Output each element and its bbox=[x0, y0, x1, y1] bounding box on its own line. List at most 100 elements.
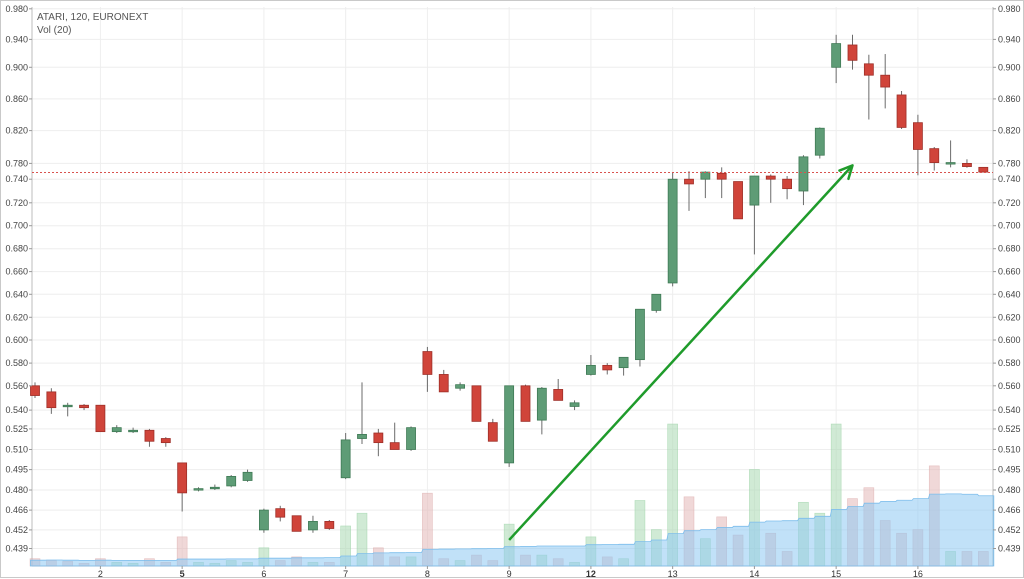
candle-body[interactable] bbox=[896, 94, 907, 128]
candle-body[interactable] bbox=[209, 486, 220, 490]
x-tick-label: 7 bbox=[343, 569, 348, 579]
y-tick-label-right: 0.510 bbox=[998, 445, 1021, 455]
candle-body[interactable] bbox=[193, 488, 204, 491]
y-tick-label-left: 0.510 bbox=[5, 445, 28, 455]
x-tick-label: 5 bbox=[180, 569, 185, 579]
candle-body[interactable] bbox=[700, 171, 711, 180]
candle-body[interactable] bbox=[651, 293, 662, 311]
y-tick-label-left: 0.495 bbox=[5, 465, 28, 475]
candle-body[interactable] bbox=[438, 374, 449, 393]
y-tick-label-left: 0.720 bbox=[5, 198, 28, 208]
candle-body[interactable] bbox=[798, 156, 809, 192]
trend-arrow-line[interactable] bbox=[508, 164, 854, 541]
candle-body[interactable] bbox=[586, 364, 596, 375]
candle-body[interactable] bbox=[308, 521, 318, 531]
candle-body[interactable] bbox=[357, 433, 367, 439]
candle-body[interactable] bbox=[749, 175, 760, 206]
y-tick-label-left: 0.700 bbox=[5, 221, 28, 231]
y-tick-label-left: 0.660 bbox=[5, 267, 28, 277]
candle-body[interactable] bbox=[275, 508, 286, 518]
candle-body[interactable] bbox=[455, 384, 466, 389]
candle-body[interactable] bbox=[95, 404, 106, 433]
candle-body[interactable] bbox=[536, 387, 547, 421]
candle-body[interactable] bbox=[389, 442, 400, 450]
candle-body[interactable] bbox=[913, 122, 923, 150]
candle-body[interactable] bbox=[962, 162, 972, 167]
candle-body[interactable] bbox=[291, 515, 302, 532]
y-tick-label-right: 0.480 bbox=[998, 485, 1021, 495]
candle-body[interactable] bbox=[406, 427, 416, 450]
y-tick-label-right: 0.700 bbox=[998, 221, 1021, 231]
candle-body[interactable] bbox=[847, 44, 858, 61]
y-tick-label-left: 0.900 bbox=[5, 62, 28, 72]
y-tick-label-right: 0.439 bbox=[998, 544, 1021, 554]
y-tick-label-right: 0.980 bbox=[998, 4, 1021, 14]
y-tick-label-right: 0.640 bbox=[998, 289, 1021, 299]
y-tick-label-left: 0.680 bbox=[5, 244, 28, 254]
candle-body[interactable] bbox=[373, 432, 384, 444]
candle-body[interactable] bbox=[831, 43, 842, 68]
y-tick-label-right: 0.466 bbox=[998, 505, 1021, 515]
candle-body[interactable] bbox=[504, 385, 515, 464]
candle-body[interactable] bbox=[128, 429, 138, 433]
candle-body[interactable] bbox=[422, 351, 433, 375]
y-tick-label-right: 0.495 bbox=[998, 465, 1021, 475]
candle-body[interactable] bbox=[684, 178, 694, 185]
candle-body[interactable] bbox=[945, 162, 956, 165]
y-tick-label-left: 0.560 bbox=[5, 381, 28, 391]
y-tick-label-left: 0.466 bbox=[5, 505, 28, 515]
candle-body[interactable] bbox=[782, 178, 792, 190]
x-tick-label: 13 bbox=[668, 569, 678, 579]
candle-body[interactable] bbox=[30, 385, 40, 396]
candle-body[interactable] bbox=[602, 364, 613, 371]
y-tick-label-left: 0.452 bbox=[5, 525, 28, 535]
candle-body[interactable] bbox=[111, 427, 122, 433]
y-tick-label-right: 0.720 bbox=[998, 198, 1021, 208]
y-tick-label-right: 0.525 bbox=[998, 424, 1021, 434]
x-tick-label: 6 bbox=[261, 569, 266, 579]
candle-body[interactable] bbox=[324, 521, 335, 529]
y-tick-label-right: 0.820 bbox=[998, 126, 1021, 136]
candle-body[interactable] bbox=[487, 422, 498, 442]
candle-body[interactable] bbox=[863, 63, 874, 76]
y-tick-label-right: 0.660 bbox=[998, 267, 1021, 277]
candle-body[interactable] bbox=[635, 308, 645, 361]
x-tick-label: 16 bbox=[913, 569, 923, 579]
y-tick-label-right: 0.540 bbox=[998, 405, 1021, 415]
candle-body[interactable] bbox=[667, 178, 678, 284]
candle-body[interactable] bbox=[62, 404, 73, 408]
y-tick-label-left: 0.600 bbox=[5, 335, 28, 345]
candle-body[interactable] bbox=[929, 148, 940, 163]
candle-body[interactable] bbox=[569, 402, 580, 407]
candle-body[interactable] bbox=[160, 438, 171, 444]
x-tick-label: 9 bbox=[507, 569, 512, 579]
candle-body[interactable] bbox=[242, 471, 253, 481]
candle-body[interactable] bbox=[733, 181, 743, 220]
y-tick-label-right: 0.620 bbox=[998, 312, 1021, 322]
y-tick-label-left: 0.580 bbox=[5, 358, 28, 368]
trend-arrow-head bbox=[838, 164, 854, 181]
candle-body[interactable] bbox=[258, 509, 269, 531]
candle-body[interactable] bbox=[144, 429, 155, 442]
candle-body[interactable] bbox=[814, 127, 825, 156]
candle-body[interactable] bbox=[79, 404, 89, 409]
candle-body[interactable] bbox=[553, 389, 564, 401]
candle-body[interactable] bbox=[471, 385, 482, 422]
x-tick-label: 14 bbox=[749, 569, 759, 579]
candle-body[interactable] bbox=[226, 475, 237, 487]
candle-body[interactable] bbox=[716, 172, 727, 180]
candle-body[interactable] bbox=[177, 462, 188, 494]
candle-body[interactable] bbox=[978, 166, 989, 173]
y-tick-label-left: 0.525 bbox=[5, 424, 28, 434]
candle-body[interactable] bbox=[520, 385, 531, 422]
y-tick-label-left: 0.640 bbox=[5, 289, 28, 299]
y-tick-label-left: 0.540 bbox=[5, 405, 28, 415]
candle-body[interactable] bbox=[340, 439, 351, 479]
candle-body[interactable] bbox=[46, 391, 57, 409]
candle-body[interactable] bbox=[765, 175, 776, 180]
candle-body[interactable] bbox=[618, 356, 629, 369]
candle-body[interactable] bbox=[880, 74, 891, 88]
y-tick-label-right: 0.940 bbox=[998, 34, 1021, 44]
y-tick-label-left: 0.980 bbox=[5, 4, 28, 14]
